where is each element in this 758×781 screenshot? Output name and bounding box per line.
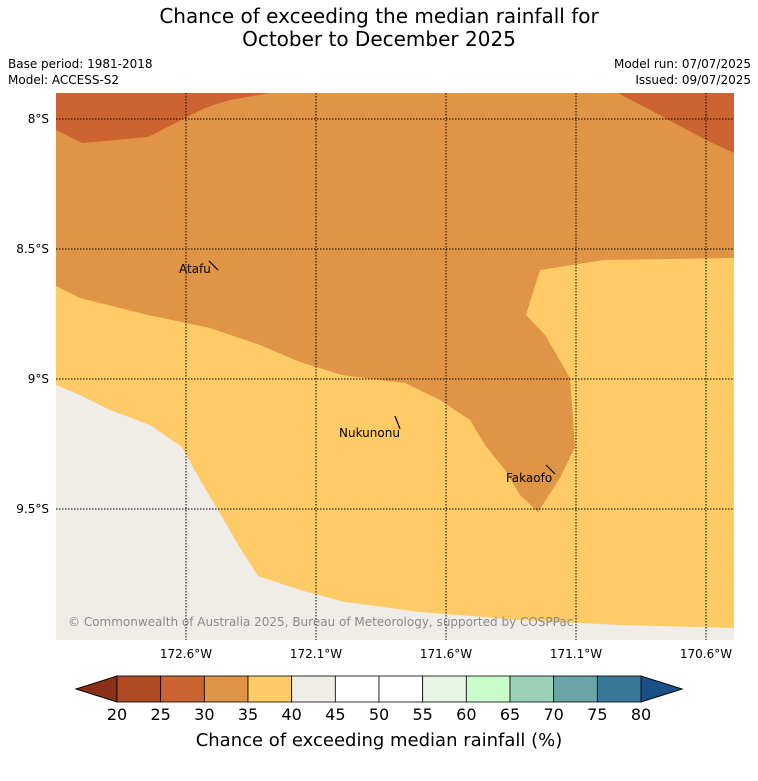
lat-label: 8.5°S	[16, 242, 49, 256]
meta-left: Base period: 1981-2018 Model: ACCESS-S2	[8, 56, 153, 88]
colorbar-cell	[203, 675, 249, 703]
lon-label: 172.6°W	[160, 647, 212, 661]
colorbar-tick-label: 45	[325, 705, 345, 724]
model-run: Model run: 07/07/2025	[613, 57, 751, 71]
colorbar-cell	[378, 675, 424, 703]
colorbar-cell	[160, 675, 205, 703]
place-label-nukunonu: Nukunonu	[339, 426, 400, 440]
colorbar-tick-label: 35	[238, 705, 258, 724]
nukunonu-marker	[394, 415, 401, 430]
colorbar-cell	[116, 675, 162, 703]
colorbar-tick-label: 55	[412, 705, 432, 724]
colorbar-tick-label: 20	[107, 705, 127, 724]
lat-label: 9°S	[28, 372, 49, 386]
title-line-1: Chance of exceeding the median rainfall …	[159, 4, 599, 28]
colorbar-tick-label: 50	[369, 705, 389, 724]
map-panel: Atafu Nukunonu Fakaofo © Commonwealth of…	[56, 93, 734, 640]
lon-label: 170.6°W	[680, 647, 732, 661]
place-label-fakaofo: Fakaofo	[506, 471, 552, 485]
title-line-2: October to December 2025	[242, 27, 516, 51]
atafu-marker	[208, 260, 219, 271]
colorbar-tick-label: 75	[587, 705, 607, 724]
fakaofo-marker	[545, 464, 556, 475]
colorbar-label: Chance of exceeding median rainfall (%)	[195, 730, 563, 751]
lon-tick-labels: 172.6°W 172.1°W 171.6°W 171.1°W 170.6°W	[160, 647, 732, 661]
map-title: Chance of exceeding the median rainfall …	[0, 5, 758, 51]
colorbar-cell	[422, 675, 467, 703]
colorbar-cell	[553, 675, 598, 703]
colorbar-extend-low	[74, 675, 118, 703]
colorbar-extend-high	[640, 675, 684, 703]
colorbar-tick-label: 60	[456, 705, 476, 724]
meta-right: Model run: 07/07/2025 Issued: 09/07/2025	[614, 56, 751, 88]
colorbar-cell	[334, 675, 380, 703]
region-40-45	[56, 385, 734, 640]
lat-label: 9.5°S	[16, 502, 49, 516]
region-25-30-east	[618, 93, 734, 153]
lon-label: 171.6°W	[420, 647, 472, 661]
colorbar-cell	[596, 675, 642, 703]
colorbar-cell	[465, 675, 511, 703]
region-25-30-west	[56, 93, 270, 143]
base-period: Base period: 1981-2018	[8, 57, 153, 71]
model-name: Model: ACCESS-S2	[8, 73, 120, 87]
issued-date: Issued: 09/07/2025	[635, 73, 751, 87]
lat-label: 8°S	[28, 112, 49, 126]
lon-label: 171.1°W	[550, 647, 602, 661]
lon-label: 172.1°W	[290, 647, 342, 661]
colorbar-tick-label: 80	[631, 705, 651, 724]
graticule	[56, 93, 734, 640]
colorbar-cell	[247, 675, 293, 703]
colorbar-cell	[509, 675, 555, 703]
lat-tick-labels: 8°S 8.5°S 9°S 9.5°S	[16, 112, 49, 516]
colorbar-tick-label: 25	[150, 705, 170, 724]
colorbar-tick-label: 65	[500, 705, 520, 724]
colorbar-tick-label: 30	[194, 705, 214, 724]
colorbar-tick-label: 40	[281, 705, 301, 724]
colorbar-tick-label: 70	[543, 705, 563, 724]
copyright-notice: © Commonwealth of Australia 2025, Bureau…	[68, 615, 573, 629]
colorbar-cell	[291, 675, 336, 703]
place-label-atafu: Atafu	[179, 262, 211, 276]
colorbar: 20 25 30 35 40 45 50 55 60 65 70 75 80	[74, 675, 684, 724]
